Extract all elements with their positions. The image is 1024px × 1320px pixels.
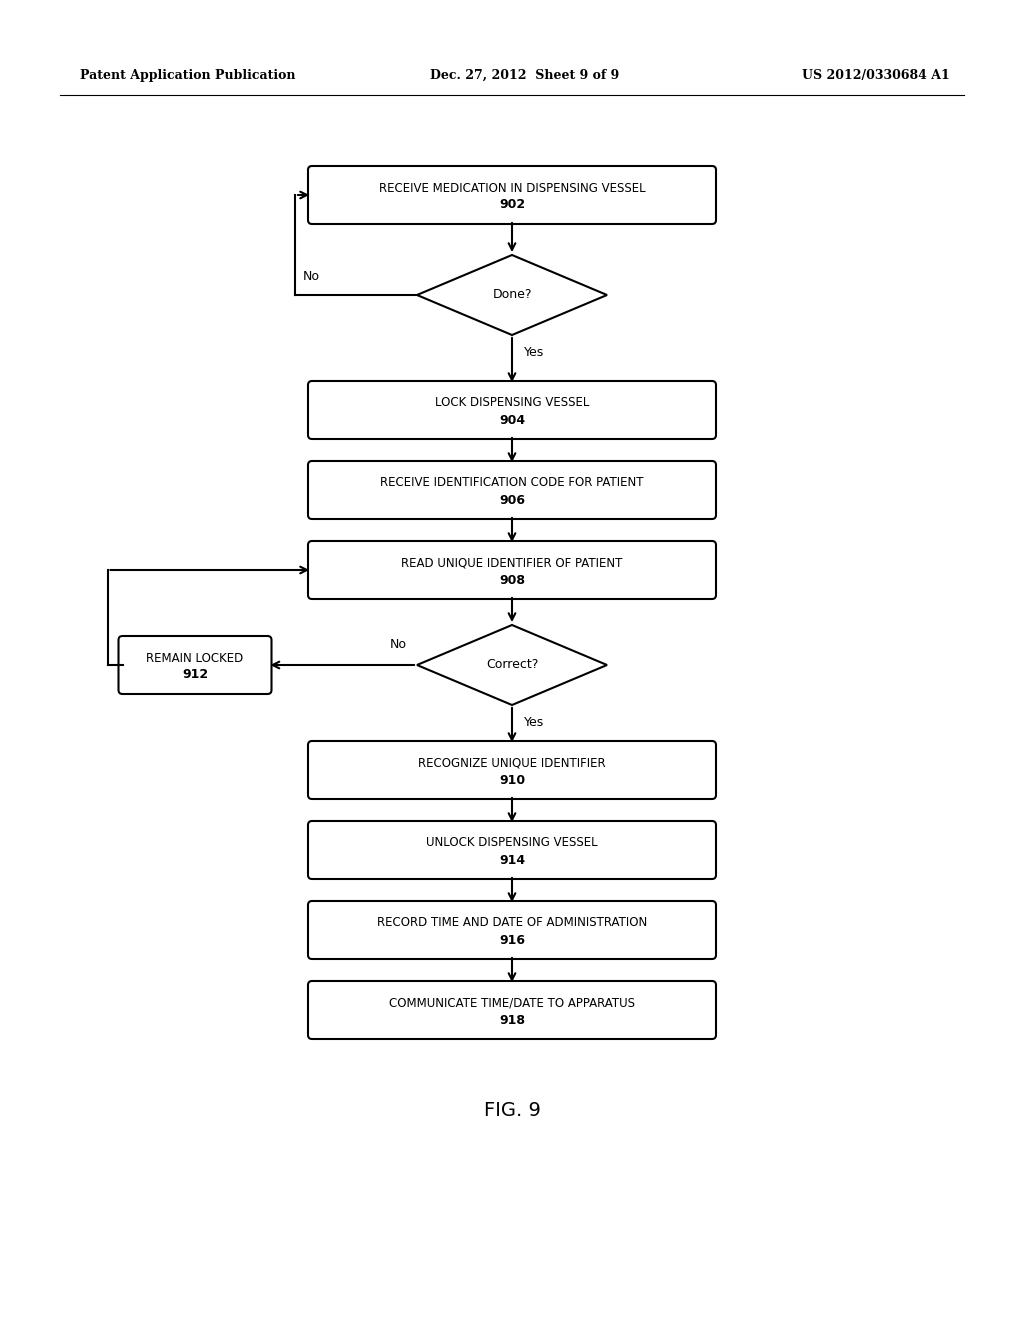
Text: Correct?: Correct? (485, 659, 539, 672)
Text: RECORD TIME AND DATE OF ADMINISTRATION: RECORD TIME AND DATE OF ADMINISTRATION (377, 916, 647, 929)
Text: RECEIVE IDENTIFICATION CODE FOR PATIENT: RECEIVE IDENTIFICATION CODE FOR PATIENT (380, 477, 644, 490)
Text: 910: 910 (499, 774, 525, 787)
FancyBboxPatch shape (308, 902, 716, 960)
Text: Yes: Yes (524, 717, 544, 730)
FancyBboxPatch shape (308, 821, 716, 879)
Text: Yes: Yes (524, 346, 544, 359)
Text: 916: 916 (499, 933, 525, 946)
FancyBboxPatch shape (308, 741, 716, 799)
Text: RECOGNIZE UNIQUE IDENTIFIER: RECOGNIZE UNIQUE IDENTIFIER (418, 756, 606, 770)
FancyBboxPatch shape (119, 636, 271, 694)
Text: 902: 902 (499, 198, 525, 211)
Text: 904: 904 (499, 413, 525, 426)
Text: No: No (303, 271, 319, 284)
Text: Patent Application Publication: Patent Application Publication (80, 69, 296, 82)
Text: READ UNIQUE IDENTIFIER OF PATIENT: READ UNIQUE IDENTIFIER OF PATIENT (401, 557, 623, 569)
Text: US 2012/0330684 A1: US 2012/0330684 A1 (802, 69, 950, 82)
FancyBboxPatch shape (308, 166, 716, 224)
Polygon shape (417, 255, 607, 335)
Text: 918: 918 (499, 1014, 525, 1027)
Text: LOCK DISPENSING VESSEL: LOCK DISPENSING VESSEL (435, 396, 589, 409)
Text: Done?: Done? (493, 289, 531, 301)
Text: 914: 914 (499, 854, 525, 866)
Text: FIG. 9: FIG. 9 (483, 1101, 541, 1119)
Text: 906: 906 (499, 494, 525, 507)
Polygon shape (417, 624, 607, 705)
Text: Dec. 27, 2012  Sheet 9 of 9: Dec. 27, 2012 Sheet 9 of 9 (430, 69, 620, 82)
FancyBboxPatch shape (308, 461, 716, 519)
Text: REMAIN LOCKED: REMAIN LOCKED (146, 652, 244, 664)
Text: RECEIVE MEDICATION IN DISPENSING VESSEL: RECEIVE MEDICATION IN DISPENSING VESSEL (379, 181, 645, 194)
FancyBboxPatch shape (308, 981, 716, 1039)
FancyBboxPatch shape (308, 381, 716, 440)
FancyBboxPatch shape (308, 541, 716, 599)
Text: UNLOCK DISPENSING VESSEL: UNLOCK DISPENSING VESSEL (426, 837, 598, 850)
Text: No: No (390, 639, 407, 652)
Text: COMMUNICATE TIME/DATE TO APPARATUS: COMMUNICATE TIME/DATE TO APPARATUS (389, 997, 635, 1010)
Text: 912: 912 (182, 668, 208, 681)
Text: 908: 908 (499, 573, 525, 586)
